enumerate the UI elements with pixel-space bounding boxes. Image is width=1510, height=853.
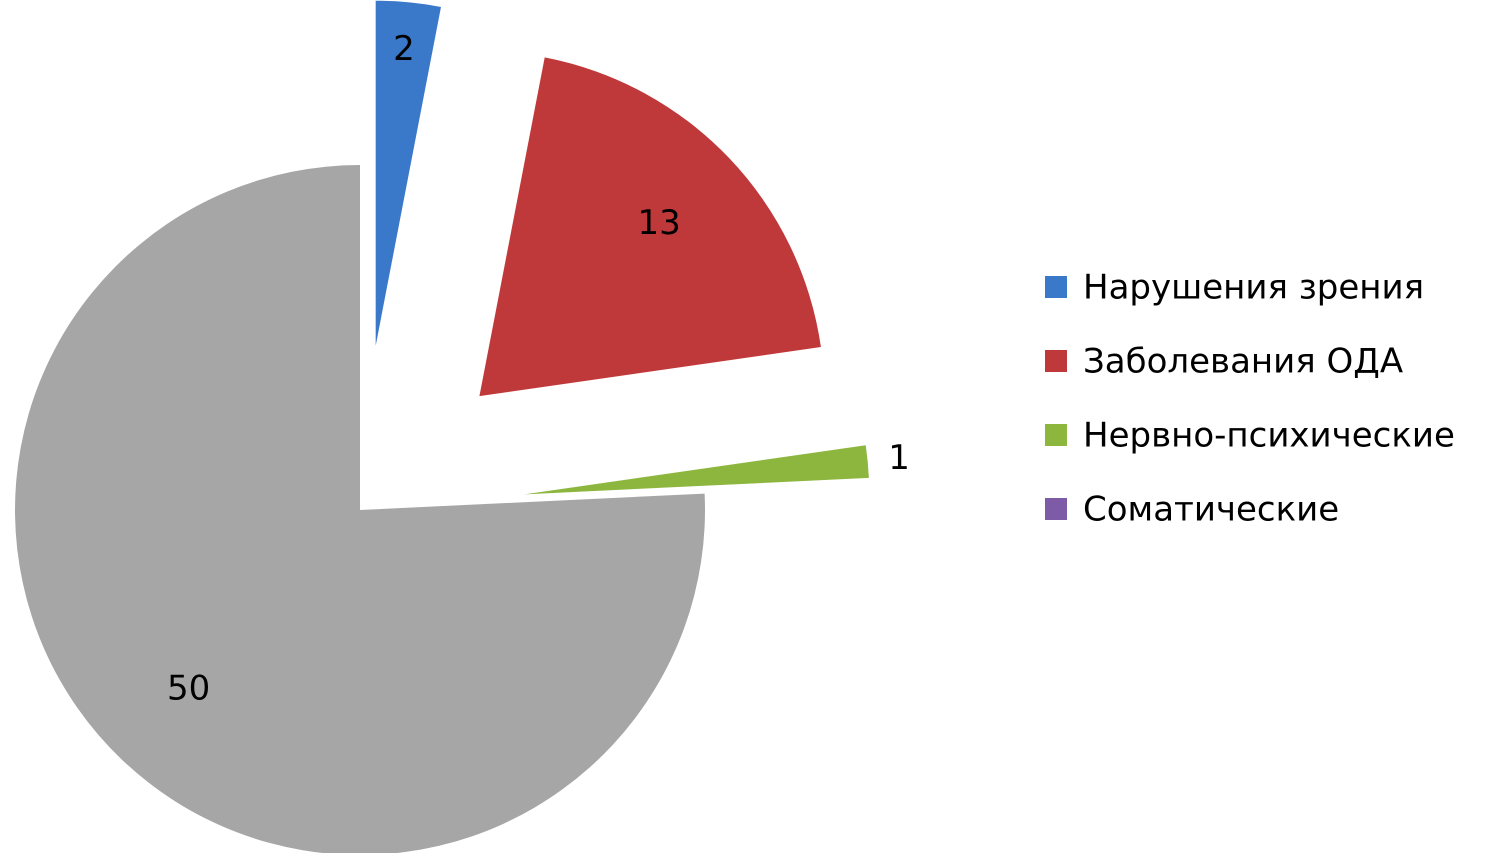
legend-swatch bbox=[1045, 350, 1067, 372]
data-label: 1 bbox=[888, 438, 910, 478]
data-label: 50 bbox=[167, 668, 210, 708]
pie-slice bbox=[479, 57, 821, 397]
legend-label: Нервно-психические bbox=[1083, 416, 1455, 456]
data-label: 2 bbox=[393, 29, 415, 69]
pie-slice bbox=[524, 445, 869, 495]
legend-label: Соматические bbox=[1083, 490, 1339, 530]
legend-swatch bbox=[1045, 276, 1067, 298]
data-label: 13 bbox=[638, 203, 681, 243]
pie-slice bbox=[15, 165, 705, 853]
legend-swatch bbox=[1045, 498, 1067, 520]
legend-label: Заболевания ОДА bbox=[1083, 342, 1403, 382]
legend-label: Нарушения зрения bbox=[1083, 268, 1424, 308]
legend-swatch bbox=[1045, 424, 1067, 446]
pie-slice bbox=[375, 0, 441, 346]
